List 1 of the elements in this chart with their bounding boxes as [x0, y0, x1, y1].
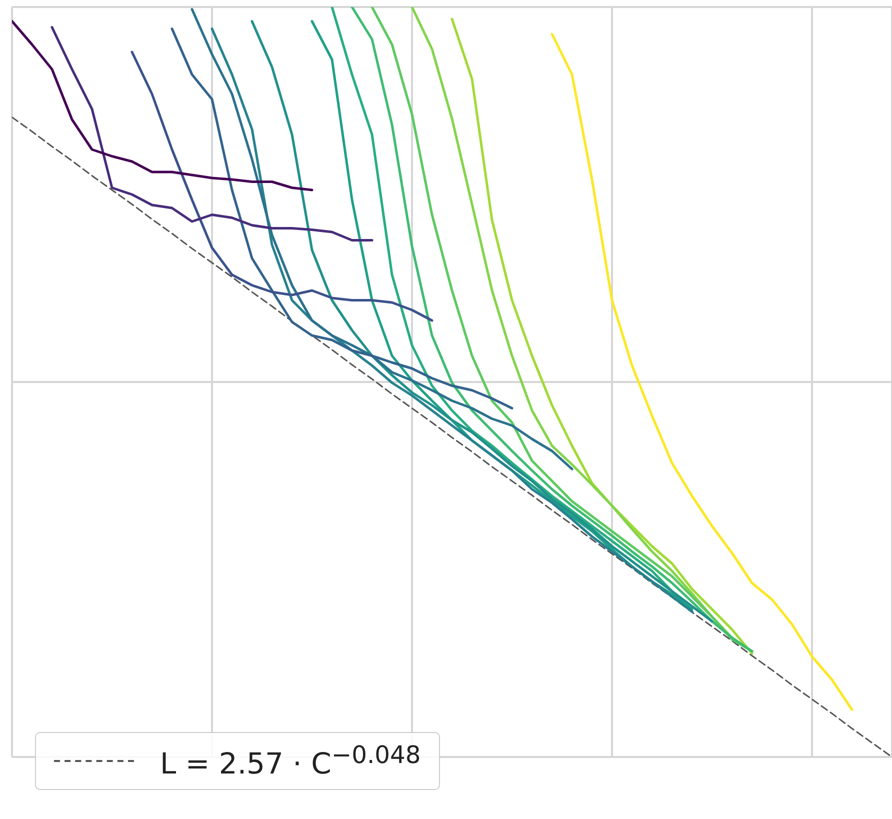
legend-label: L = 2.57 · C$^{−0.048}$: [160, 741, 421, 781]
